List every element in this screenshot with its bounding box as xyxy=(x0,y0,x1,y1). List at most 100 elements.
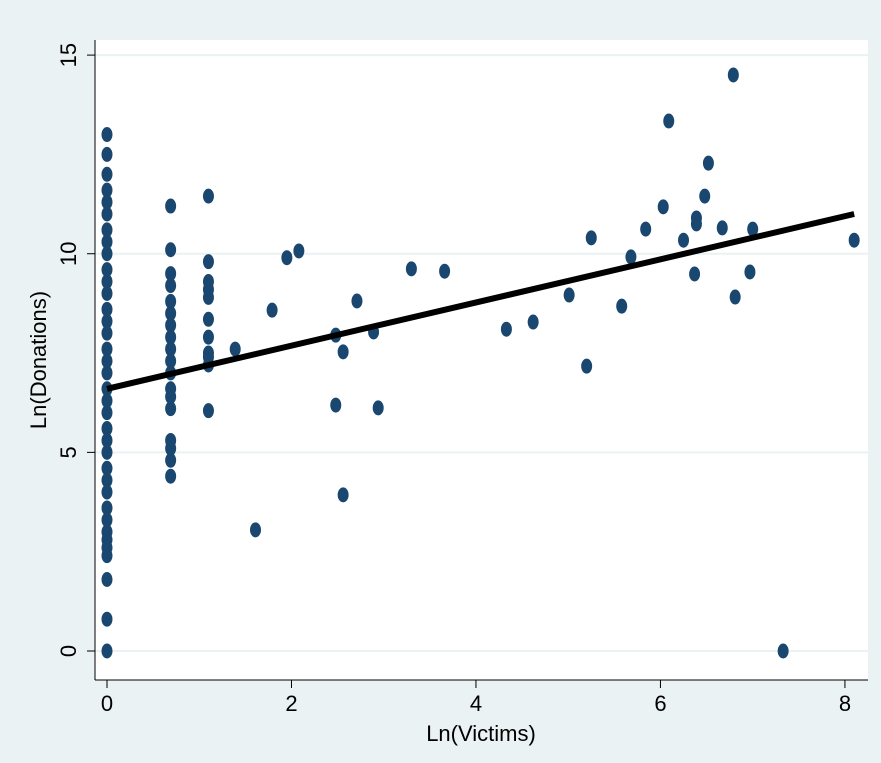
point xyxy=(101,571,113,587)
point xyxy=(657,199,669,215)
point xyxy=(165,468,177,484)
point xyxy=(678,232,690,248)
x-axis-title: Ln(Victims) xyxy=(426,721,536,746)
point xyxy=(101,206,113,222)
point xyxy=(689,266,701,282)
point xyxy=(101,127,113,143)
point xyxy=(101,460,113,476)
point xyxy=(563,287,575,303)
point xyxy=(101,222,113,238)
point xyxy=(351,293,363,309)
point xyxy=(101,444,113,460)
point xyxy=(165,266,177,282)
point xyxy=(581,358,593,374)
point xyxy=(101,341,113,357)
point xyxy=(101,234,113,250)
point xyxy=(165,198,177,214)
point xyxy=(101,393,113,409)
point xyxy=(101,512,113,528)
point xyxy=(165,317,177,333)
point xyxy=(202,345,214,361)
point xyxy=(101,353,113,369)
point xyxy=(165,242,177,258)
x-tick-label: 2 xyxy=(285,691,297,716)
point xyxy=(663,113,675,129)
point xyxy=(747,221,759,237)
point xyxy=(372,400,384,416)
point xyxy=(101,313,113,329)
point xyxy=(101,166,113,182)
y-axis-title: Ln(Donations) xyxy=(26,291,51,429)
point xyxy=(281,250,293,266)
point xyxy=(250,522,262,538)
point xyxy=(699,188,711,204)
point xyxy=(202,274,214,290)
point xyxy=(101,194,113,210)
point xyxy=(439,263,451,279)
point xyxy=(101,524,113,540)
point xyxy=(848,232,860,248)
point xyxy=(101,484,113,500)
fit-line xyxy=(106,211,855,392)
point xyxy=(727,67,739,83)
point xyxy=(405,261,417,277)
point xyxy=(777,643,789,659)
point xyxy=(101,365,113,381)
point xyxy=(500,321,512,337)
point xyxy=(101,146,113,162)
point xyxy=(202,403,214,419)
point xyxy=(165,305,177,321)
point xyxy=(330,397,342,413)
y-tick-label: 15 xyxy=(56,43,81,67)
point xyxy=(293,243,305,259)
point xyxy=(690,216,702,232)
x-tick-label: 4 xyxy=(470,691,482,716)
point xyxy=(202,188,214,204)
point xyxy=(101,274,113,290)
point xyxy=(101,182,113,198)
point xyxy=(202,254,214,270)
point xyxy=(165,452,177,468)
point xyxy=(165,341,177,357)
point xyxy=(165,278,177,294)
point xyxy=(702,155,714,171)
x-tick-label: 6 xyxy=(654,691,666,716)
y-tick-label: 5 xyxy=(56,446,81,458)
point xyxy=(101,262,113,278)
point xyxy=(527,314,539,330)
point xyxy=(165,381,177,397)
point xyxy=(625,249,637,265)
point xyxy=(101,421,113,437)
point xyxy=(616,298,628,314)
point xyxy=(165,329,177,345)
point xyxy=(729,289,741,305)
point xyxy=(101,405,113,421)
point xyxy=(101,246,113,262)
point xyxy=(165,401,177,417)
y-tick-label: 0 xyxy=(56,645,81,657)
point xyxy=(101,301,113,317)
x-tick-label: 8 xyxy=(839,691,851,716)
point xyxy=(101,611,113,627)
point xyxy=(165,432,177,448)
point xyxy=(101,472,113,488)
y-tick-label: 10 xyxy=(56,241,81,265)
point xyxy=(165,353,177,369)
point xyxy=(716,220,728,236)
x-tick-label: 0 xyxy=(101,691,113,716)
point xyxy=(229,341,241,357)
point xyxy=(337,344,349,360)
point xyxy=(165,293,177,309)
point xyxy=(640,221,652,237)
point xyxy=(202,329,214,345)
point xyxy=(585,230,597,246)
point xyxy=(101,285,113,301)
point xyxy=(266,302,278,318)
point xyxy=(101,500,113,516)
point xyxy=(744,264,756,280)
point xyxy=(337,487,349,503)
point xyxy=(101,643,113,659)
point xyxy=(101,432,113,448)
